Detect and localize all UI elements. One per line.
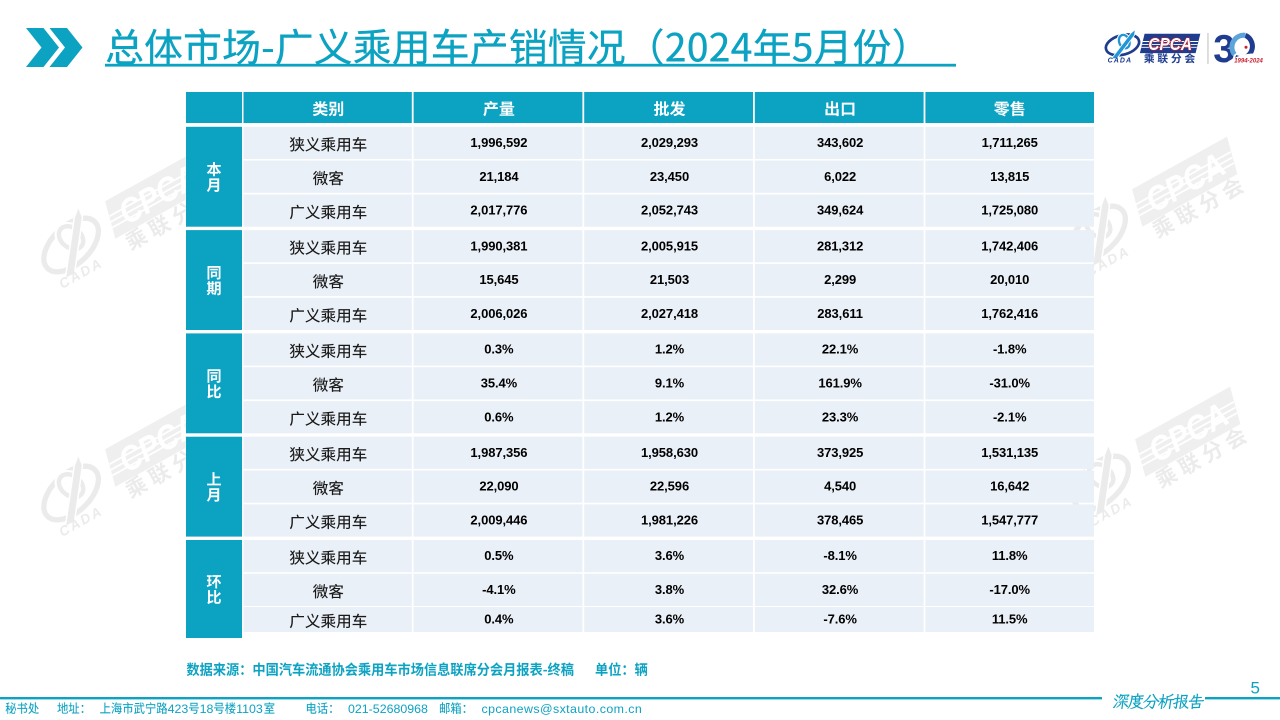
svg-text:1,987,356: 1,987,356	[470, 445, 527, 460]
svg-text:32.6%: 32.6%	[822, 582, 859, 597]
svg-text:1,742,406: 1,742,406	[981, 238, 1038, 253]
svg-text:21,184: 21,184	[479, 169, 519, 184]
svg-text:1103: 1103	[236, 702, 263, 716]
svg-text:22,596: 22,596	[650, 479, 689, 494]
svg-text:23.3%: 23.3%	[822, 409, 859, 424]
svg-text:2,017,776: 2,017,776	[470, 203, 527, 218]
svg-text:1,990,381: 1,990,381	[470, 238, 527, 253]
svg-text:2,029,293: 2,029,293	[641, 135, 698, 150]
svg-text:-2.1%: -2.1%	[993, 409, 1027, 424]
svg-text:423: 423	[168, 702, 189, 716]
svg-text:3: 3	[1213, 28, 1235, 71]
svg-text:23,450: 23,450	[650, 169, 689, 184]
svg-text:-4.1%: -4.1%	[482, 582, 516, 597]
svg-text:21,503: 21,503	[650, 272, 689, 287]
svg-text:-17.0%: -17.0%	[989, 582, 1030, 597]
svg-text:15,645: 15,645	[479, 272, 518, 287]
svg-text:1.2%: 1.2%	[655, 342, 685, 357]
svg-text:22.1%: 22.1%	[822, 342, 859, 357]
svg-text:0.4%: 0.4%	[484, 612, 514, 627]
svg-text:0.6%: 0.6%	[484, 409, 514, 424]
svg-text:6,022: 6,022	[824, 169, 856, 184]
svg-text:2,052,743: 2,052,743	[641, 203, 698, 218]
svg-text:-31.0%: -31.0%	[989, 375, 1030, 390]
svg-text:5: 5	[1251, 679, 1260, 698]
svg-text:1,996,592: 1,996,592	[470, 135, 527, 150]
svg-text:16,642: 16,642	[990, 479, 1029, 494]
svg-text:3.6%: 3.6%	[655, 612, 685, 627]
svg-text:1994-2024: 1994-2024	[1234, 58, 1263, 64]
svg-text:18: 18	[200, 702, 214, 716]
svg-text:161.9%: 161.9%	[818, 375, 862, 390]
svg-text:373,925: 373,925	[817, 445, 863, 460]
svg-text:-7.6%: -7.6%	[823, 612, 857, 627]
svg-text:11.8%: 11.8%	[992, 548, 1028, 563]
svg-text:2,005,915: 2,005,915	[641, 238, 698, 253]
svg-text:1,547,777: 1,547,777	[981, 513, 1038, 528]
svg-text:1,762,416: 1,762,416	[981, 306, 1038, 321]
svg-text:0.3%: 0.3%	[484, 342, 514, 357]
svg-text:283,611: 283,611	[817, 306, 863, 321]
svg-text:1,981,226: 1,981,226	[641, 513, 698, 528]
svg-text:9.1%: 9.1%	[655, 375, 685, 390]
svg-text:349,624: 349,624	[817, 203, 864, 218]
svg-text:1.2%: 1.2%	[655, 409, 685, 424]
svg-text:13,815: 13,815	[990, 169, 1029, 184]
svg-text:378,465: 378,465	[817, 513, 863, 528]
svg-text:3.8%: 3.8%	[655, 582, 685, 597]
svg-text:021-52680968: 021-52680968	[348, 702, 428, 716]
svg-text:2,006,026: 2,006,026	[470, 306, 527, 321]
svg-text:281,312: 281,312	[817, 238, 863, 253]
svg-text:343,602: 343,602	[817, 135, 863, 150]
svg-text:1,531,135: 1,531,135	[981, 445, 1038, 460]
svg-text:cpcanews@sxtauto.com.cn: cpcanews@sxtauto.com.cn	[482, 702, 643, 716]
svg-text:3.6%: 3.6%	[655, 548, 685, 563]
svg-text:2,299: 2,299	[824, 272, 856, 287]
svg-text:35.4%: 35.4%	[481, 375, 518, 390]
svg-text:22,090: 22,090	[479, 479, 518, 494]
svg-text:2,027,418: 2,027,418	[641, 306, 698, 321]
svg-text:1,725,080: 1,725,080	[981, 203, 1038, 218]
svg-text:1,958,630: 1,958,630	[641, 445, 698, 460]
svg-text:11.5%: 11.5%	[992, 612, 1028, 627]
svg-text:4,540: 4,540	[824, 479, 856, 494]
svg-text:1,711,265: 1,711,265	[982, 135, 1038, 150]
svg-text:20,010: 20,010	[990, 272, 1029, 287]
svg-text:0.5%: 0.5%	[484, 548, 514, 563]
svg-text:-1.8%: -1.8%	[993, 342, 1027, 357]
svg-text:-8.1%: -8.1%	[823, 548, 857, 563]
svg-text:2,009,446: 2,009,446	[470, 513, 527, 528]
